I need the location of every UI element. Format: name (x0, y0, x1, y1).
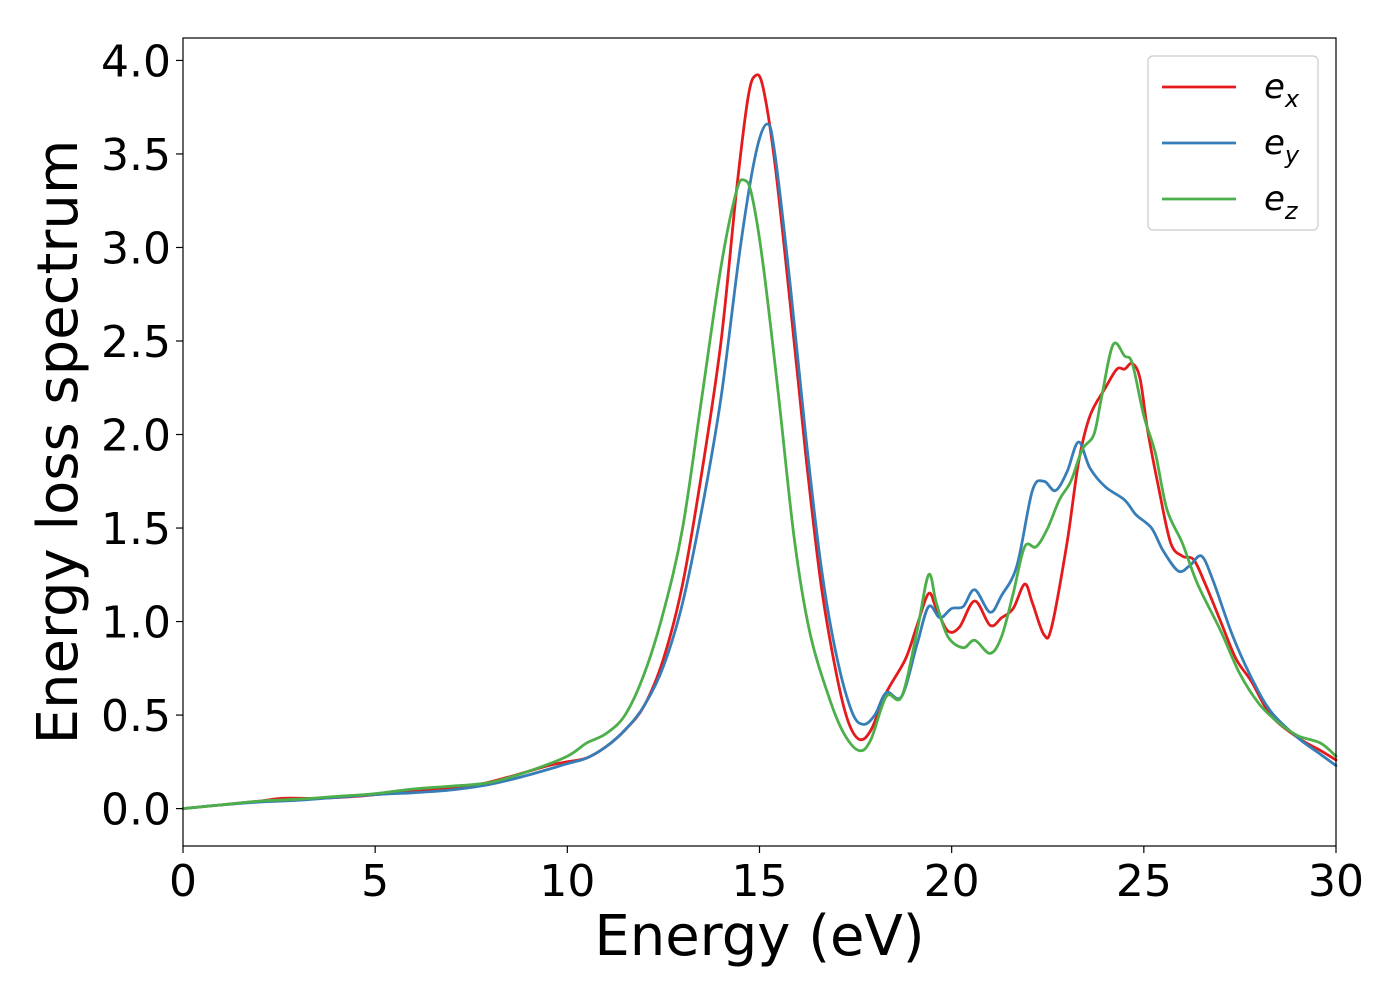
legend-label: ex (1264, 67, 1300, 113)
x-tick-label: 15 (732, 856, 788, 907)
series-line-ey (181, 122, 1338, 810)
legend-label-subscript: x (1284, 85, 1300, 113)
y-tick-label: 3.5 (101, 130, 171, 181)
legend-label-base: e (1264, 67, 1285, 107)
x-tick-label: 25 (1116, 856, 1172, 907)
series-layer (181, 73, 1338, 810)
legend-label: ey (1264, 123, 1300, 169)
legend-label-base: e (1264, 123, 1285, 163)
x-tick-label: 0 (169, 856, 197, 907)
x-tick-label: 20 (924, 856, 980, 907)
x-tick-label: 30 (1308, 856, 1364, 907)
y-tick-label: 2.0 (101, 411, 171, 462)
y-tick-label: 4.0 (101, 36, 171, 87)
x-tick-label: 5 (361, 856, 389, 907)
x-tick-label: 10 (539, 856, 595, 907)
ticks-layer: 0 5 10 15 20 25 30 0.0 0.5 1.0 1.5 2.0 2.5 3.0 3.5 4.0 (101, 36, 1364, 907)
y-axis-title: Energy loss spectrum (26, 140, 91, 745)
legend-label-subscript: z (1284, 197, 1299, 225)
legend-label-base: e (1264, 179, 1285, 219)
y-tick-label: 0.0 (101, 785, 171, 836)
y-tick-label: 2.5 (101, 317, 171, 368)
y-tick-label: 3.0 (101, 223, 171, 274)
series-line-ez (181, 178, 1338, 810)
y-tick-label: 1.5 (101, 504, 171, 555)
legend-label: ez (1264, 179, 1299, 225)
x-axis-title: Energy (eV) (594, 904, 924, 969)
legend-label-subscript: y (1284, 141, 1300, 169)
y-tick-label: 0.5 (101, 691, 171, 742)
y-tick-label: 1.0 (101, 598, 171, 649)
